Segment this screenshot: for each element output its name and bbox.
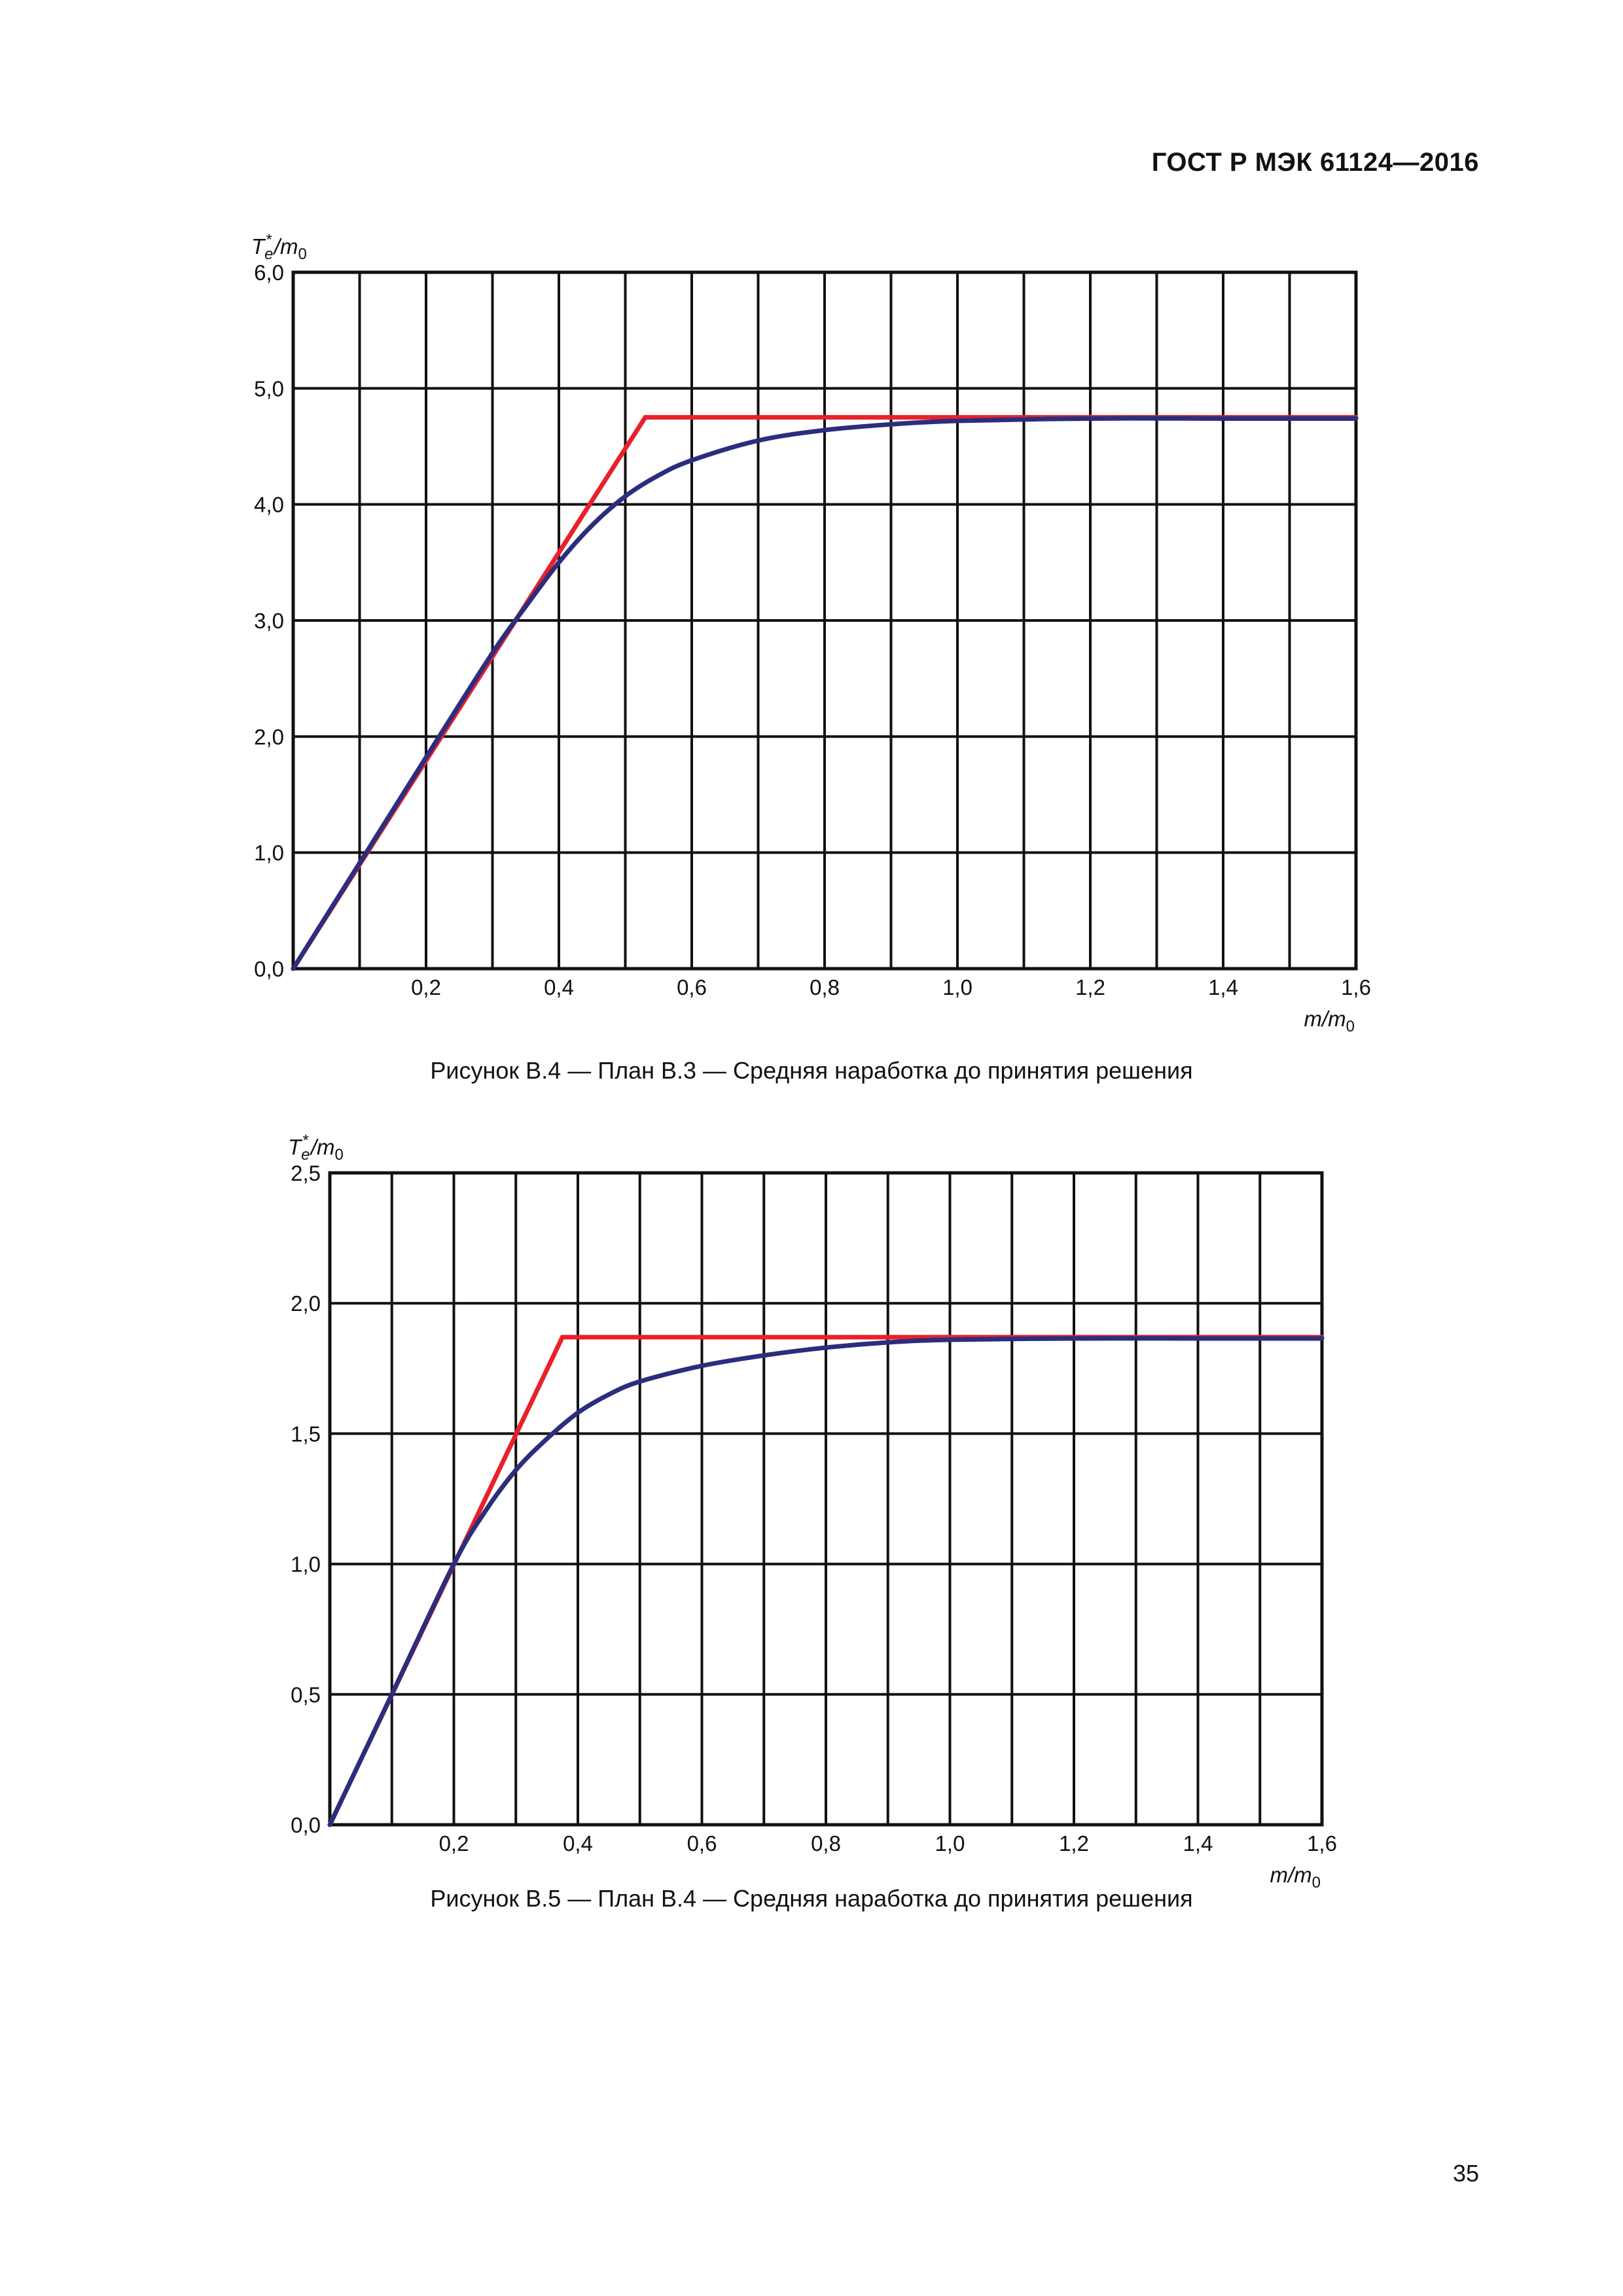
x-tick-label: 1,2 [1075,975,1105,999]
y-tick-label: 2,0 [291,1291,321,1316]
plot-frame [328,1171,1324,1827]
x-tick-label: 1,2 [1059,1831,1089,1856]
y-tick-label: 3,0 [254,609,284,633]
x-tick-label: 1,0 [942,975,972,999]
y-tick-label: 1,5 [291,1422,321,1446]
x-tick-label: 1,0 [935,1831,965,1856]
x-tick-label: 0,6 [677,975,707,999]
figure-caption-b4: Рисунок В.4 — План В.3 — Средняя наработ… [430,1057,1193,1084]
y-tick-label: 1,0 [254,841,284,865]
x-tick-label: 0,4 [563,1831,593,1856]
plot-frame [291,270,1358,971]
y-axis-label: Te*/m0 [251,231,307,263]
x-tick-label: 0,2 [411,975,441,999]
y-tick-label: 0,0 [291,1813,321,1837]
grid [329,1172,1323,1826]
chart-figure-b4: 0,0 1,0 2,0 3,0 4,0 5,0 6,0 0,2 0,4 0,6 0,8 1,0 1,2 1… [251,231,1371,1035]
x-tick-label: 1,6 [1341,975,1371,999]
y-tick-label: 2,5 [291,1161,321,1185]
y-axis-label: Te*/m0 [288,1132,344,1164]
figure-caption-b5: Рисунок В.5 — План В.4 — Средняя наработ… [430,1885,1193,1912]
x-tick-label: 0,8 [811,1831,841,1856]
series-line-blue [327,1336,1325,1827]
x-tick-label: 0,6 [687,1831,717,1856]
x-tick-label: 1,4 [1208,975,1238,999]
y-tick-label: 1,0 [291,1552,321,1577]
x-axis-label: m/m0 [1270,1863,1321,1892]
document-header: ГОСТ Р МЭК 61124—2016 [1151,148,1479,177]
y-tick-label: 0,0 [254,957,284,981]
page-number: 35 [1452,2160,1479,2187]
chart-figure-b5: 0,0 0,5 1,0 1,5 2,0 2,5 0,2 0,4 0,6 0,8 1,0 1,2 1,4 1… [288,1132,1337,1892]
series-line-blue [291,416,1359,971]
y-tick-label: 6,0 [254,260,284,285]
y-tick-label: 5,0 [254,376,284,401]
grid [292,271,1357,970]
x-axis-label: m/m0 [1304,1007,1355,1035]
x-tick-label: 1,4 [1183,1831,1213,1856]
x-tick-label: 1,6 [1307,1831,1337,1856]
y-tick-label: 0,5 [291,1683,321,1707]
x-tick-label: 0,2 [439,1831,469,1856]
y-tick-label: 4,0 [254,493,284,517]
y-tick-label: 2,0 [254,725,284,749]
x-tick-label: 0,4 [544,975,574,999]
x-tick-label: 0,8 [810,975,840,999]
